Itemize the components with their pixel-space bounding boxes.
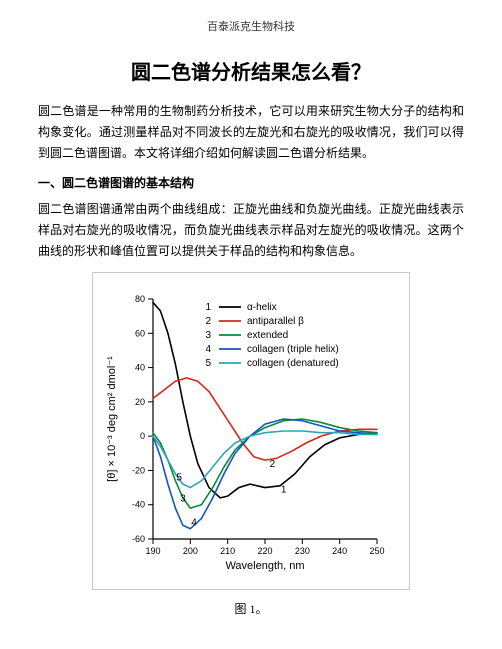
svg-text:4: 4 — [191, 517, 197, 528]
svg-text:extended: extended — [247, 330, 288, 341]
svg-text:-20: -20 — [132, 465, 145, 475]
chart-box: 190 200 210 220 230 240 250 -60 -40 -20 0 20 40 60 80 W… — [92, 272, 410, 590]
cd-spectrum-chart: 190 200 210 220 230 240 250 -60 -40 -20 0 20 40 60 80 W… — [99, 281, 399, 581]
svg-text:1: 1 — [205, 302, 211, 313]
svg-text:20: 20 — [135, 397, 145, 407]
svg-text:0: 0 — [140, 431, 145, 441]
svg-text:antiparallel β: antiparallel β — [247, 316, 304, 327]
svg-text:-40: -40 — [132, 500, 145, 510]
svg-text:250: 250 — [369, 546, 384, 556]
svg-text:5: 5 — [176, 473, 182, 484]
svg-text:Wavelength, nm: Wavelength, nm — [225, 560, 304, 572]
svg-text:230: 230 — [295, 546, 310, 556]
org-header: 百泰派克生物科技 — [38, 18, 464, 34]
svg-text:5: 5 — [205, 358, 211, 369]
svg-text:40: 40 — [135, 363, 145, 373]
svg-text:-60: -60 — [132, 534, 145, 544]
svg-text:collagen (triple helix): collagen (triple helix) — [247, 344, 339, 355]
svg-text:190: 190 — [145, 546, 160, 556]
svg-text:60: 60 — [135, 328, 145, 338]
intro-paragraph: 圆二色谱是一种常用的生物制药分析技术，它可以用来研究生物大分子的结构和构象变化。… — [38, 101, 464, 164]
svg-text:80: 80 — [135, 294, 145, 304]
svg-text:210: 210 — [220, 546, 235, 556]
svg-text:240: 240 — [332, 546, 347, 556]
svg-text:collagen (denatured): collagen (denatured) — [247, 358, 339, 369]
section1-heading: 一、圆二色谱图谱的基本结构 — [38, 174, 464, 191]
svg-text:α-helix: α-helix — [247, 302, 277, 313]
page-title: 圆二色谱分析结果怎么看？ — [38, 56, 464, 85]
svg-text:3: 3 — [180, 493, 186, 504]
svg-text:200: 200 — [183, 546, 198, 556]
svg-text:[θ] × 10⁻³ deg cm² dmol⁻¹: [θ] × 10⁻³ deg cm² dmol⁻¹ — [106, 356, 118, 482]
section1-paragraph: 圆二色谱图谱通常由两个曲线组成：正旋光曲线和负旋光曲线。正旋光曲线表示样品对右旋… — [38, 199, 464, 262]
figure-caption: 图 1。 — [38, 600, 464, 617]
svg-text:3: 3 — [205, 330, 211, 341]
svg-text:2: 2 — [270, 459, 276, 470]
svg-text:4: 4 — [205, 344, 211, 355]
chart-container: 190 200 210 220 230 240 250 -60 -40 -20 0 20 40 60 80 W… — [38, 272, 464, 590]
svg-text:1: 1 — [281, 485, 287, 496]
svg-text:220: 220 — [257, 546, 272, 556]
svg-text:2: 2 — [205, 316, 211, 327]
